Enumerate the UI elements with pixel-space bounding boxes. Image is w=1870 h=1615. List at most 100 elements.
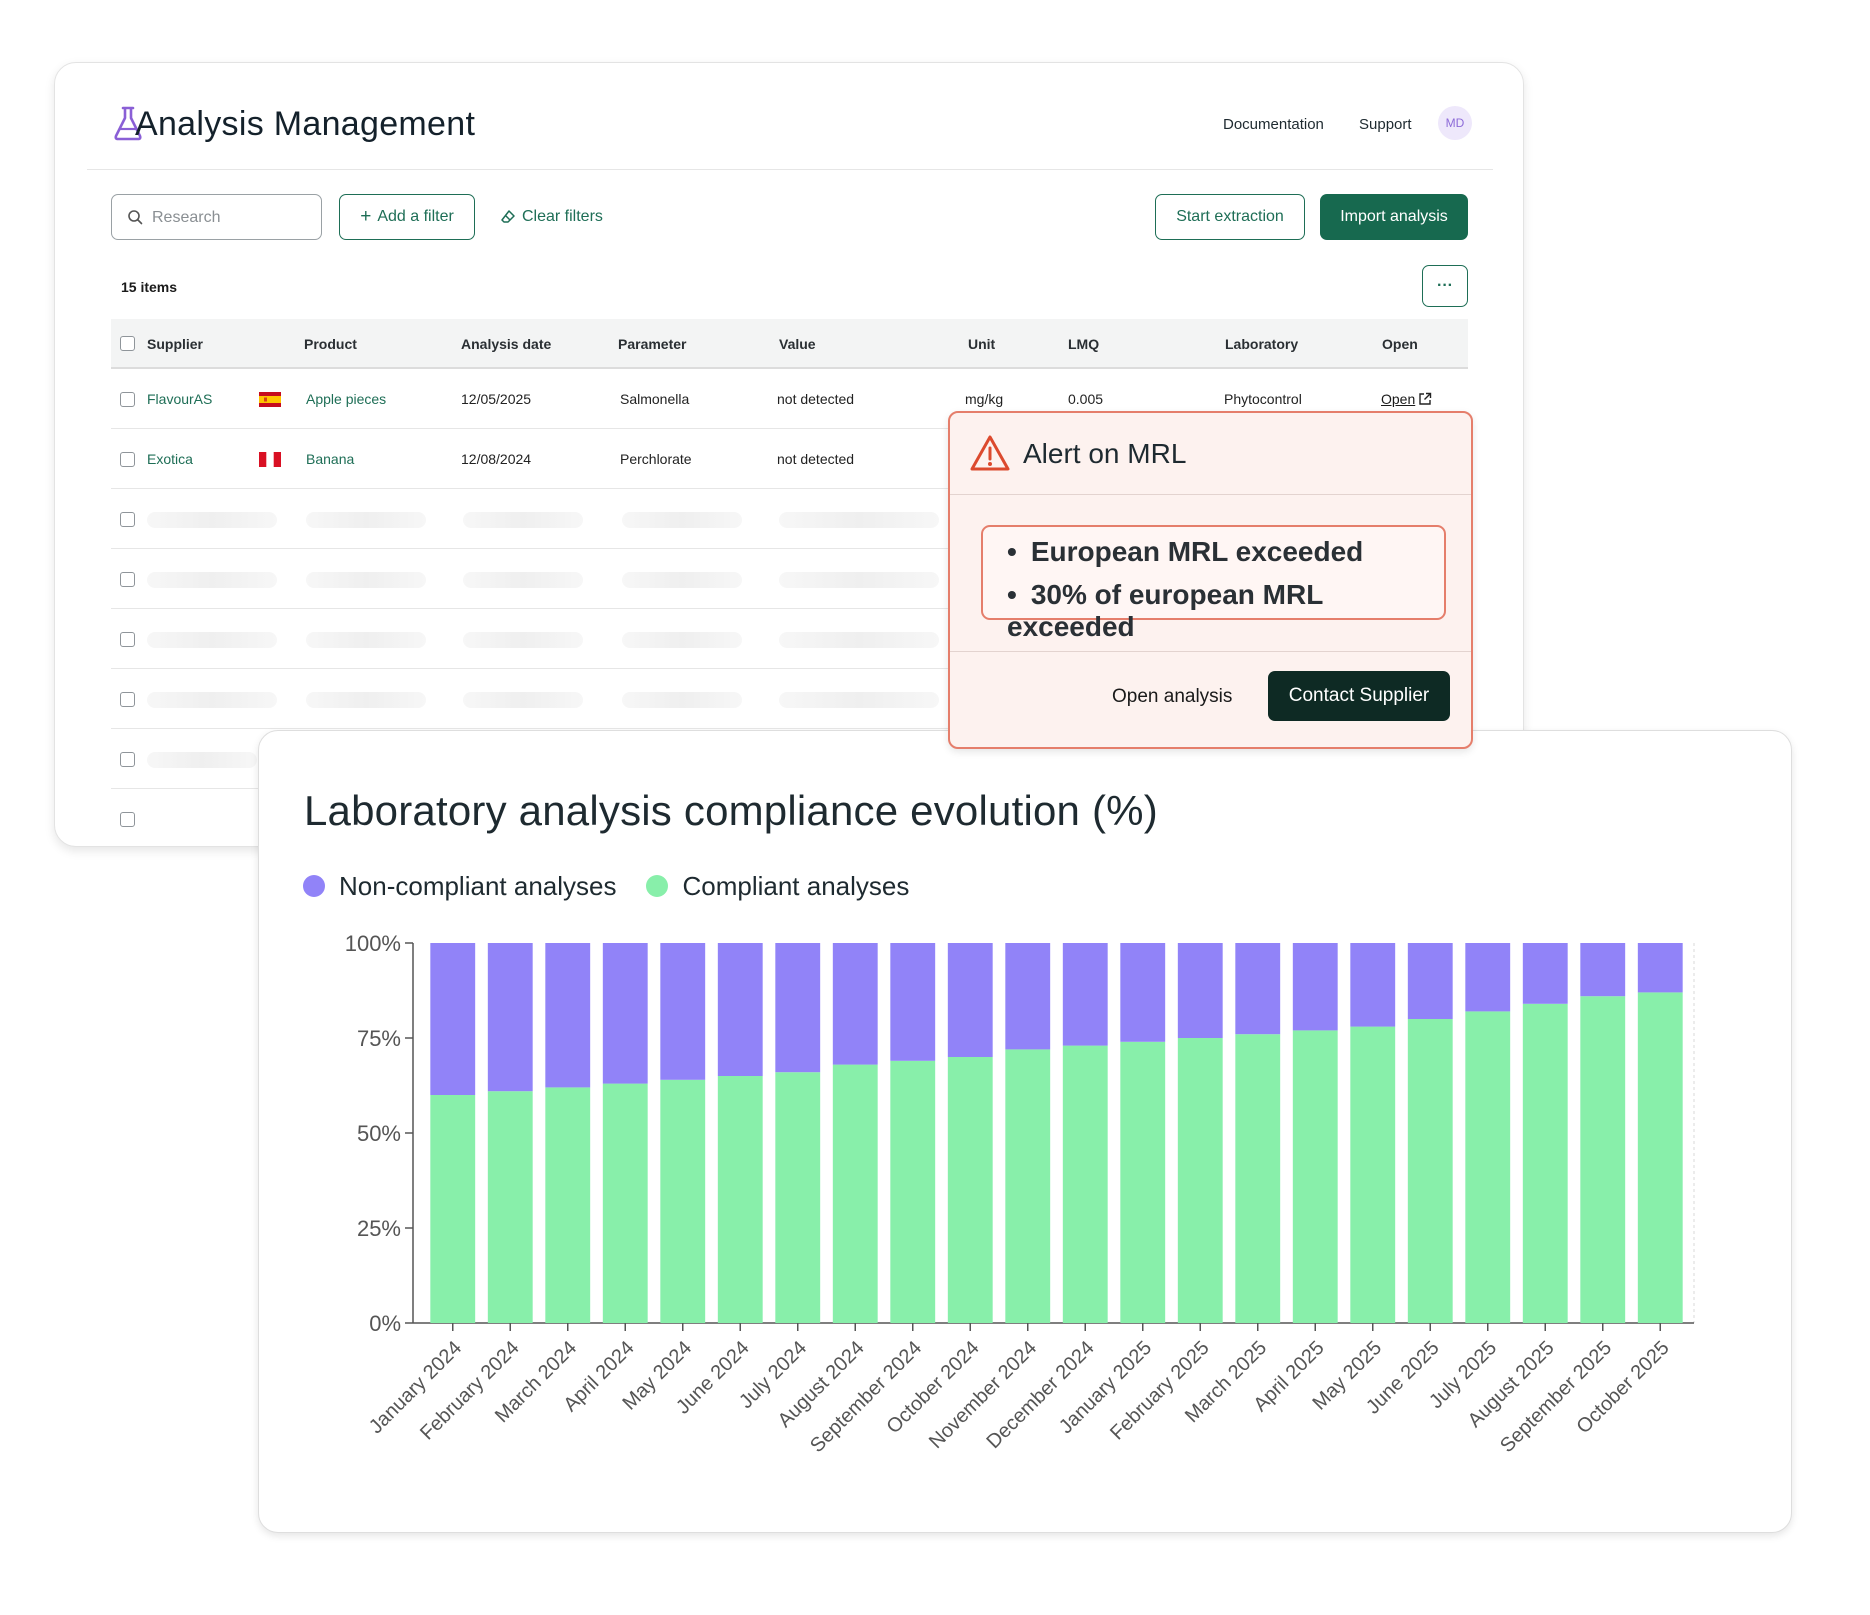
compliance-chart-card: Laboratory analysis compliance evolution… bbox=[258, 730, 1792, 1533]
bar-noncompliant bbox=[1637, 943, 1683, 993]
legend-label-noncompliant: Non-compliant analyses bbox=[339, 870, 617, 901]
skeleton-cell bbox=[463, 572, 583, 588]
parameter-cell: Perchlorate bbox=[620, 451, 692, 467]
col-value[interactable]: Value bbox=[779, 336, 816, 352]
avatar[interactable]: MD bbox=[1438, 106, 1472, 140]
open-analysis-button[interactable]: Open analysis bbox=[1112, 686, 1233, 707]
search-input[interactable] bbox=[152, 206, 312, 230]
supplier-cell[interactable]: Exotica bbox=[147, 451, 193, 467]
skeleton-row bbox=[111, 789, 1468, 846]
row-checkbox[interactable] bbox=[120, 572, 135, 587]
import-analysis-button[interactable]: Import analysis bbox=[1320, 194, 1468, 240]
date-cell: 12/05/2025 bbox=[461, 391, 532, 407]
bar-compliant bbox=[717, 1076, 763, 1323]
row-checkbox[interactable] bbox=[120, 632, 135, 647]
contact-supplier-button[interactable]: Contact Supplier bbox=[1268, 671, 1450, 721]
bar-noncompliant bbox=[717, 943, 763, 1076]
skeleton-cell bbox=[306, 572, 426, 588]
row-checkbox[interactable] bbox=[120, 692, 135, 707]
plus-icon: + bbox=[360, 206, 372, 227]
col-analysis-date[interactable]: Analysis date bbox=[461, 336, 552, 352]
bar-compliant bbox=[1522, 1003, 1568, 1323]
select-all-checkbox[interactable] bbox=[120, 336, 135, 351]
col-laboratory[interactable]: Laboratory bbox=[1225, 336, 1299, 352]
app-title: Analysis Management bbox=[135, 105, 476, 143]
bar-compliant bbox=[1407, 1019, 1453, 1323]
x-tick-label: February 2025 bbox=[1106, 1337, 1214, 1445]
col-supplier[interactable]: Supplier bbox=[147, 336, 204, 352]
bar-noncompliant bbox=[1005, 943, 1051, 1050]
bar-noncompliant bbox=[430, 943, 476, 1095]
bar-compliant bbox=[1350, 1026, 1396, 1323]
start-extraction-button[interactable]: Start extraction bbox=[1155, 194, 1305, 240]
legend-item-noncompliant[interactable]: Non-compliant analyses bbox=[303, 871, 616, 902]
row-checkbox[interactable] bbox=[120, 392, 135, 407]
col-lmq[interactable]: LMQ bbox=[1068, 336, 1100, 352]
bar-noncompliant bbox=[1292, 943, 1338, 1031]
clear-filters-label: Clear filters bbox=[522, 208, 603, 225]
unit-cell: mg/kg bbox=[965, 391, 1004, 407]
col-unit[interactable]: Unit bbox=[968, 336, 996, 352]
bar-noncompliant bbox=[1177, 943, 1223, 1038]
row-checkbox[interactable] bbox=[120, 812, 135, 827]
bar-noncompliant bbox=[602, 943, 648, 1084]
bar-noncompliant bbox=[1120, 943, 1166, 1042]
add-filter-button[interactable]: + Add a filter bbox=[339, 194, 475, 240]
row-checkbox[interactable] bbox=[120, 752, 135, 767]
skeleton-cell bbox=[622, 692, 742, 708]
chart-legend: Non-compliant analyses Compliant analyse… bbox=[303, 869, 909, 903]
bar-compliant bbox=[1177, 1038, 1223, 1323]
table-header: Supplier Product Analysis date Parameter… bbox=[111, 319, 1468, 369]
bar-noncompliant bbox=[1407, 943, 1453, 1019]
y-tick-label: 50% bbox=[357, 1121, 401, 1146]
skeleton-cell bbox=[147, 512, 277, 528]
open-link[interactable]: Open bbox=[1381, 391, 1416, 407]
alert-divider bbox=[950, 651, 1471, 652]
skeleton-cell bbox=[622, 632, 742, 648]
product-cell[interactable]: Apple pieces bbox=[306, 391, 387, 407]
bar-compliant bbox=[832, 1064, 878, 1323]
skeleton-cell bbox=[463, 692, 583, 708]
bar-compliant bbox=[947, 1057, 993, 1323]
bar-noncompliant bbox=[1522, 943, 1568, 1004]
skeleton-cell bbox=[779, 512, 939, 528]
supplier-cell[interactable]: FlavourAS bbox=[147, 391, 213, 407]
bar-compliant bbox=[1120, 1041, 1166, 1323]
app-header bbox=[87, 63, 1493, 170]
bar-compliant bbox=[430, 1095, 476, 1323]
lmq-cell: 0.005 bbox=[1068, 391, 1104, 407]
skeleton-cell bbox=[779, 572, 939, 588]
documentation-link[interactable]: Documentation bbox=[1223, 116, 1324, 133]
add-filter-label: Add a filter bbox=[377, 208, 454, 225]
skeleton-row bbox=[111, 609, 1468, 669]
table-row[interactable]: FlavourAS Apple pieces 12/05/2025 Salmon… bbox=[111, 369, 1468, 429]
skeleton-cell bbox=[463, 632, 583, 648]
laboratory-cell: Phytocontrol bbox=[1224, 391, 1302, 407]
legend-swatch-compliant bbox=[646, 875, 669, 897]
external-link-icon[interactable] bbox=[1418, 392, 1432, 406]
table-row[interactable]: Exotica Banana 12/08/2024 Perchlorate no… bbox=[111, 429, 1468, 489]
more-options-button[interactable]: ··· bbox=[1422, 265, 1468, 307]
legend-item-compliant[interactable]: Compliant analyses bbox=[646, 871, 909, 902]
value-cell: not detected bbox=[777, 391, 855, 407]
clear-filters-button[interactable]: Clear filters bbox=[500, 194, 603, 240]
col-open[interactable]: Open bbox=[1382, 336, 1418, 352]
row-checkbox[interactable] bbox=[120, 452, 135, 467]
col-parameter[interactable]: Parameter bbox=[618, 336, 687, 352]
flask-icon bbox=[114, 106, 142, 141]
col-product[interactable]: Product bbox=[304, 336, 357, 352]
search-box bbox=[111, 194, 322, 240]
chart-title: Laboratory analysis compliance evolution… bbox=[304, 787, 1158, 834]
alert-header bbox=[950, 413, 1471, 495]
alert-item: 30% of european MRL exceeded bbox=[1007, 579, 1444, 643]
bar-noncompliant bbox=[660, 943, 706, 1080]
row-checkbox[interactable] bbox=[120, 512, 135, 527]
alert-item: European MRL exceeded bbox=[1007, 536, 1363, 568]
parameter-cell: Salmonella bbox=[620, 391, 690, 407]
peru-flag-icon bbox=[259, 452, 281, 467]
skeleton-row bbox=[111, 669, 1468, 729]
support-link[interactable]: Support bbox=[1359, 116, 1412, 133]
bar-noncompliant bbox=[775, 943, 821, 1073]
product-cell[interactable]: Banana bbox=[306, 451, 355, 467]
